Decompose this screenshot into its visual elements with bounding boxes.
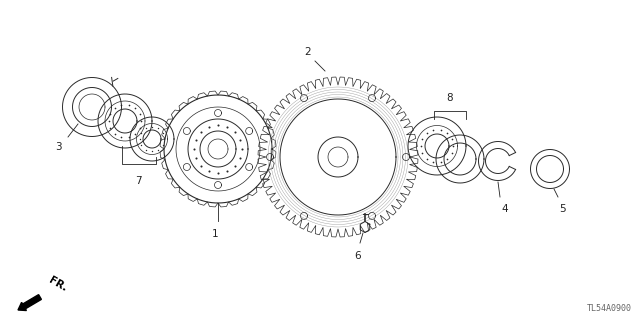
Text: 4: 4 [502, 204, 508, 214]
Text: FR.: FR. [47, 275, 68, 293]
Text: 1: 1 [212, 229, 218, 239]
Text: 2: 2 [305, 47, 311, 57]
Text: TL54A0900: TL54A0900 [587, 304, 632, 313]
Text: 5: 5 [559, 204, 565, 214]
Text: 6: 6 [355, 251, 362, 261]
Text: 8: 8 [447, 93, 453, 103]
Text: 7: 7 [134, 176, 141, 186]
FancyArrow shape [18, 295, 42, 310]
Text: 3: 3 [54, 142, 61, 152]
